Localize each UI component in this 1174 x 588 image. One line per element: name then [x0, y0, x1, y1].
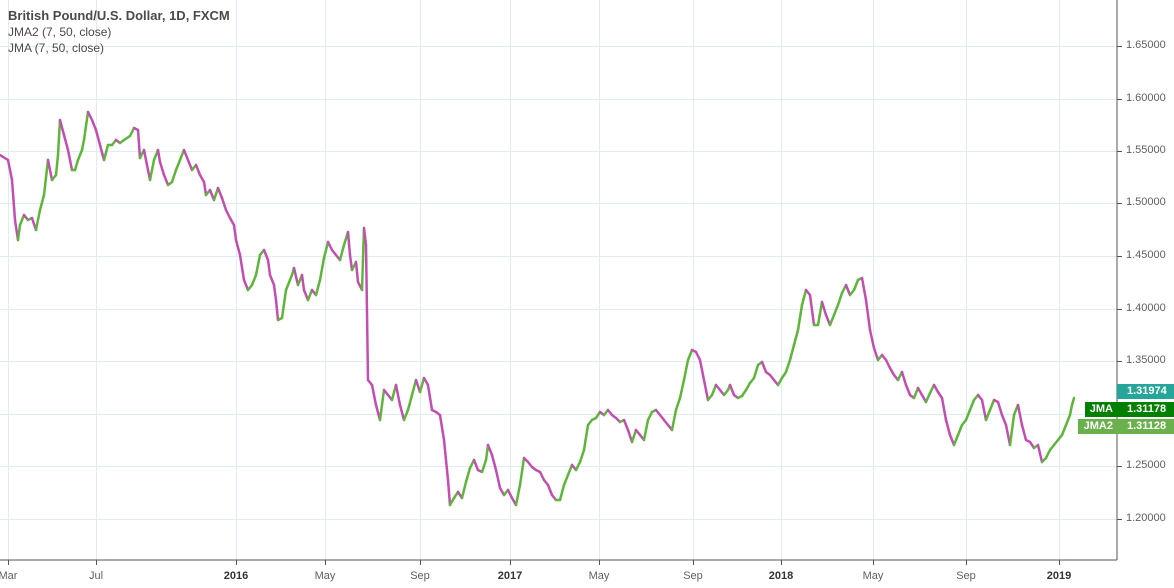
time-tick-label: Sep: [410, 570, 430, 582]
price-tick-label: 1.65000: [1126, 39, 1166, 51]
price-tick-label: 1.55000: [1126, 144, 1166, 156]
time-tick-label: 2017: [497, 570, 523, 582]
price-series: [0, 110, 1076, 507]
chart-legend: British Pound/U.S. Dollar, 1D, FXCM JMA2…: [8, 8, 230, 56]
symbol-title[interactable]: British Pound/U.S. Dollar, 1D, FXCM: [8, 8, 230, 23]
price-tick-label: 1.25000: [1126, 459, 1166, 471]
time-tick-label: May: [588, 570, 610, 582]
study-jma2-label[interactable]: JMA2 (7, 50, close): [8, 25, 112, 39]
time-tick-label: 2016: [223, 570, 249, 582]
jma-value-tag: 1.31178: [1117, 402, 1174, 417]
price-tick-label: 1.40000: [1126, 302, 1166, 314]
jma2-value-tag: 1.31128: [1117, 419, 1174, 434]
time-tick-label: Sep: [956, 570, 976, 582]
price-tick-label: 1.60000: [1126, 92, 1166, 104]
time-tick-label: May: [862, 570, 884, 582]
time-tick-label: May: [314, 570, 336, 582]
price-tick-label: 1.20000: [1126, 512, 1166, 524]
last-price-tag: 1.31974: [1117, 384, 1174, 399]
time-tick-label: 2019: [1046, 570, 1072, 582]
price-tick-label: 1.35000: [1126, 354, 1166, 366]
grid-lines: [0, 0, 1117, 560]
price-tick-label: 1.45000: [1126, 249, 1166, 261]
time-tick-label: Sep: [683, 570, 703, 582]
time-tick-label: Mar: [0, 570, 18, 582]
time-tick-label: Jul: [88, 570, 104, 582]
price-tick-label: 1.50000: [1126, 196, 1166, 208]
jma2-name-tag: JMA2: [1078, 419, 1117, 434]
axes: [0, 0, 1122, 565]
jma-name-tag: JMA: [1085, 402, 1117, 417]
time-tick-label: 2018: [768, 570, 794, 582]
study-jma-label[interactable]: JMA (7, 50, close): [8, 41, 105, 55]
